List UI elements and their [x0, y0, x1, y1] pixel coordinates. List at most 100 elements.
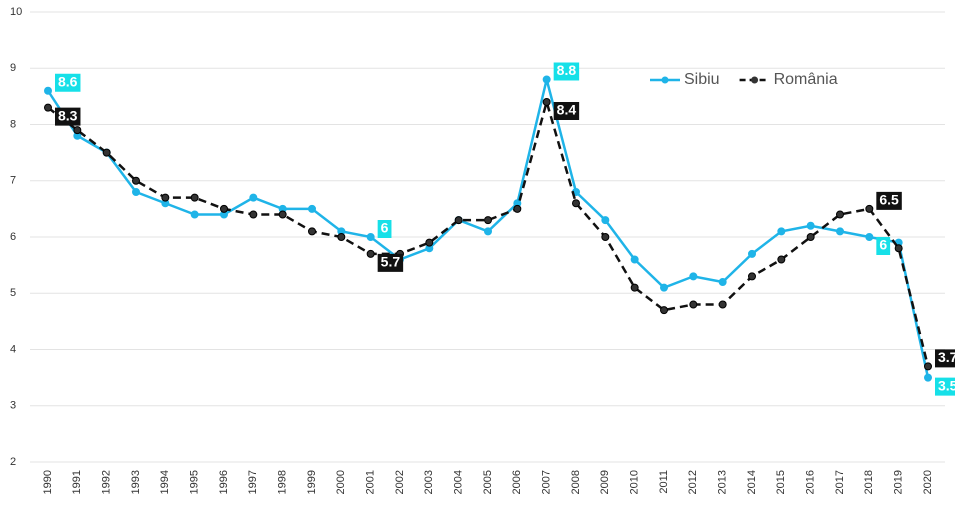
data-label: 6.5: [876, 192, 902, 210]
point: [924, 373, 932, 382]
data-label-box: [377, 253, 404, 272]
x-tick-label: 2002: [394, 470, 406, 494]
x-tick-label: 2014: [746, 470, 758, 494]
point: [630, 283, 639, 292]
point: [542, 98, 551, 106]
point: [102, 148, 111, 157]
y-tick-label: 9: [10, 62, 16, 74]
point: [44, 86, 52, 95]
point: [308, 204, 316, 213]
point: [366, 249, 375, 258]
legend-marker: [661, 76, 669, 84]
data-label-text: 8.8: [557, 62, 577, 78]
x-tick-label: 2009: [599, 470, 611, 494]
point: [865, 233, 874, 241]
x-tick-label: 1993: [130, 470, 142, 494]
point: [777, 255, 786, 264]
x-tick-label: 2006: [511, 470, 523, 494]
point: [337, 233, 346, 241]
point: [190, 193, 199, 202]
x-tick-label: 2012: [687, 470, 699, 494]
x-tick-label: 2004: [453, 470, 465, 494]
y-tick-label: 10: [10, 6, 22, 18]
point: [660, 306, 668, 315]
point: [454, 216, 463, 225]
point: [924, 362, 932, 371]
x-tick-label: 2013: [717, 470, 729, 494]
x-tick-label: 1998: [277, 470, 289, 494]
x-tick-label: 2007: [541, 470, 553, 494]
x-tick-label: 2001: [365, 470, 377, 494]
data-label-box: [377, 220, 392, 238]
point: [836, 210, 844, 219]
data-label: 5.7: [377, 253, 404, 272]
point: [44, 103, 52, 112]
point: [601, 216, 610, 225]
y-tick-label: 7: [10, 175, 16, 187]
point: [630, 255, 639, 264]
point: [748, 249, 756, 258]
data-label-text: 6: [381, 220, 389, 236]
x-tick-label: 2005: [482, 470, 494, 494]
point: [278, 210, 287, 219]
x-tick-label: 1997: [247, 470, 259, 494]
data-label-text: 8.3: [58, 107, 78, 123]
x-tick-label: 2019: [893, 470, 905, 494]
data-label: 6: [876, 237, 891, 255]
point: [249, 193, 258, 202]
point: [190, 210, 199, 219]
point: [308, 227, 316, 236]
data-label-text: 8.6: [58, 73, 78, 89]
point: [718, 278, 727, 286]
point: [542, 75, 551, 84]
x-tick-label: 2018: [863, 470, 875, 494]
data-label-text: 6: [879, 237, 887, 253]
y-tick-label: 5: [10, 287, 16, 299]
x-tick-label: 2000: [335, 470, 347, 494]
point: [718, 300, 727, 309]
data-label: 6: [377, 220, 392, 238]
data-label: 8.6: [55, 73, 81, 92]
x-tick-label: 1996: [218, 470, 230, 494]
point: [806, 233, 815, 241]
point: [894, 244, 903, 253]
x-tick-label: 2017: [834, 470, 846, 494]
point: [132, 176, 140, 185]
data-label-box: [935, 349, 955, 368]
x-tick-label: 2015: [775, 470, 787, 494]
point: [777, 227, 786, 236]
x-tick-label: 1999: [306, 470, 318, 494]
x-tick-label: 2011: [658, 470, 670, 494]
y-tick-label: 8: [10, 118, 16, 130]
point: [513, 204, 522, 213]
y-tick-label: 3: [10, 400, 16, 412]
legend-label: România: [774, 71, 838, 88]
x-tick-label: 2003: [423, 470, 435, 494]
point: [865, 204, 874, 213]
point: [484, 227, 492, 236]
legend-label: Sibiu: [684, 71, 720, 88]
point: [689, 272, 698, 281]
data-label: 8.4: [553, 102, 580, 120]
x-tick-label: 1994: [159, 470, 171, 494]
x-tick-label: 1990: [42, 470, 54, 494]
data-label-text: 3.7: [938, 349, 955, 365]
x-tick-label: 2010: [629, 470, 641, 494]
y-tick-label: 2: [10, 456, 16, 468]
data-label-box: [935, 377, 955, 396]
point: [249, 210, 258, 219]
point: [132, 188, 140, 196]
data-label-box: [876, 237, 891, 255]
point: [601, 233, 610, 241]
data-label-text: 8.4: [557, 102, 577, 118]
data-label-text: 5.7: [381, 254, 401, 270]
data-label-box: [55, 107, 81, 126]
point: [366, 233, 375, 241]
point: [220, 204, 228, 213]
data-label: 3.5: [935, 377, 955, 396]
data-label-box: [55, 73, 81, 92]
x-tick-label: 2020: [922, 470, 934, 494]
x-tick-label: 1995: [189, 470, 201, 494]
point: [572, 199, 580, 208]
data-label: 8.3: [55, 107, 81, 126]
